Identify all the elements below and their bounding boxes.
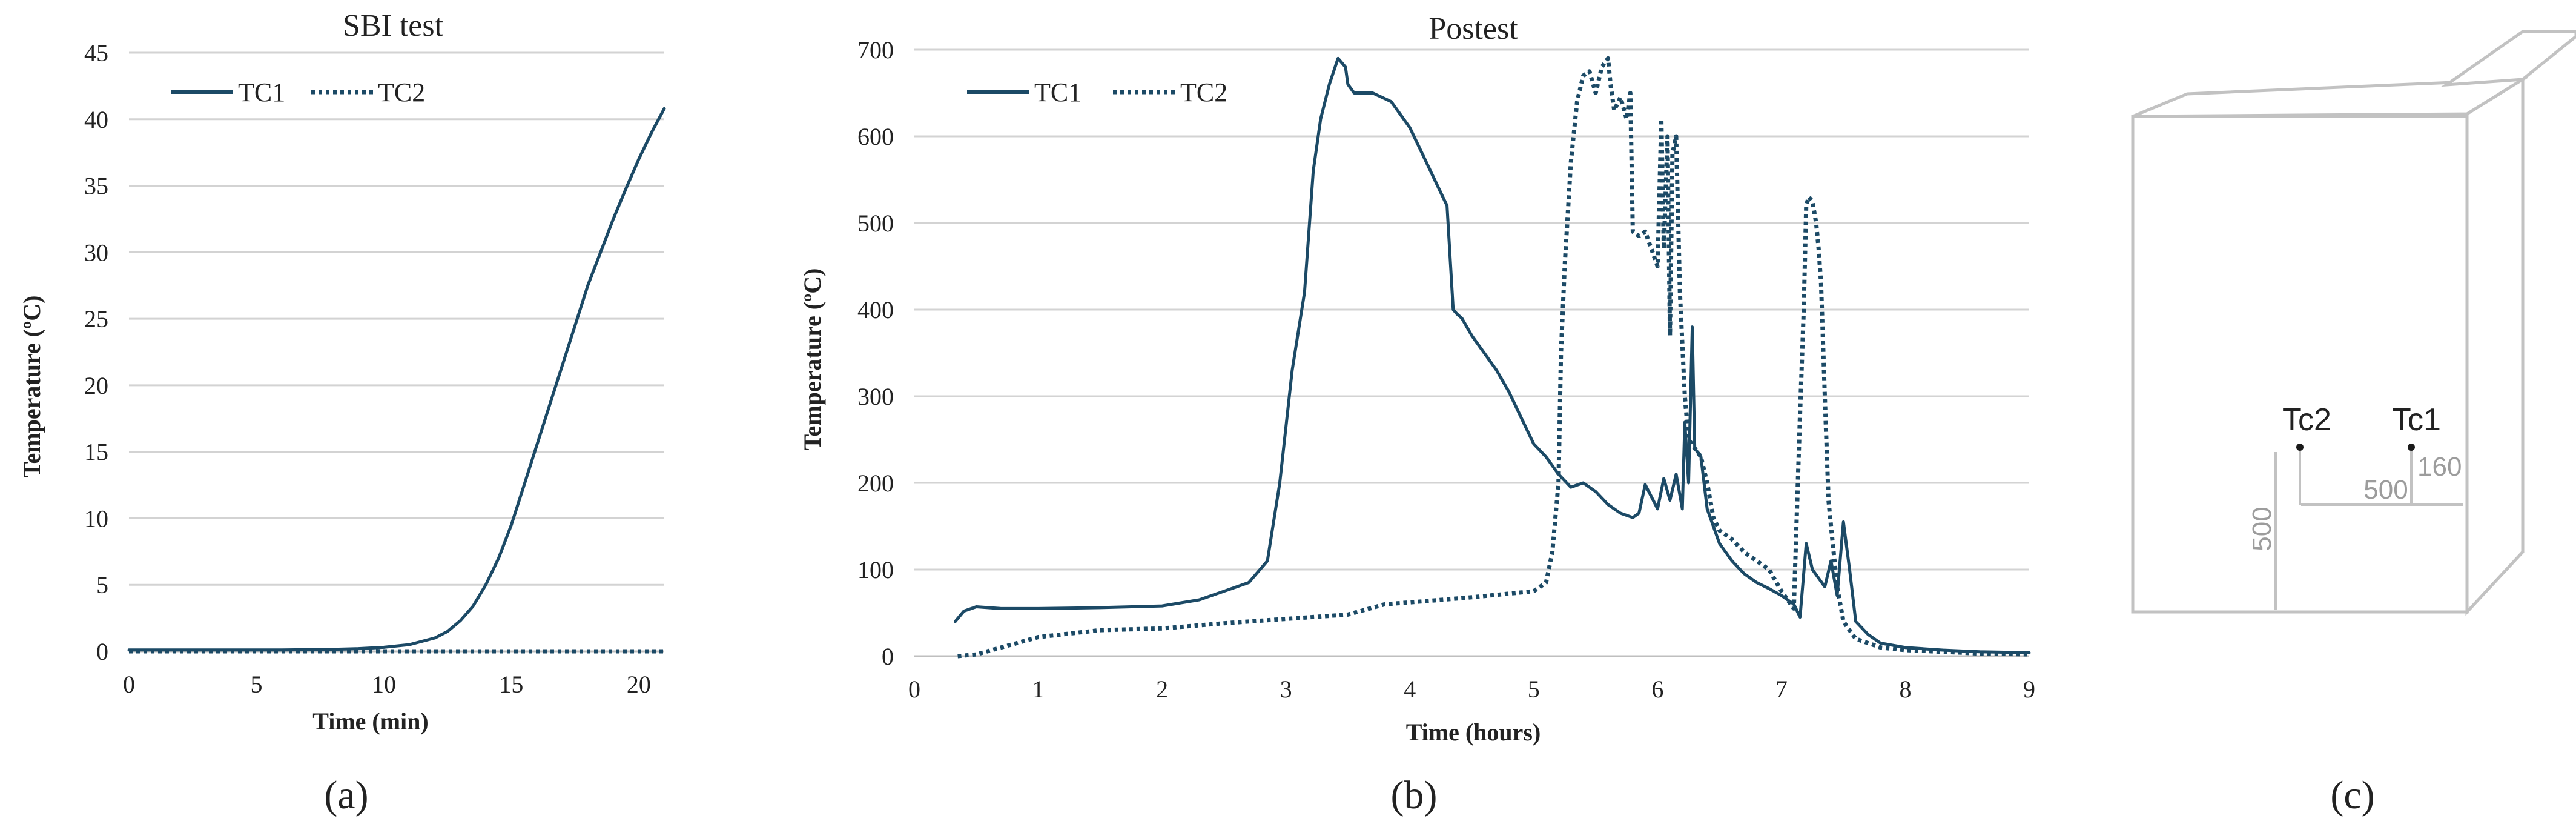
chart-b-gridlines: [914, 48, 2029, 657]
tc1-point: [2408, 444, 2415, 451]
chart-b-x-tick-label: 9: [2023, 676, 2035, 703]
chart-a-x-tick-label: 0: [123, 671, 135, 698]
dim-horizontal-label: 500: [2363, 475, 2408, 505]
chart-b-legend: TC1 TC2: [967, 78, 1227, 107]
chart-a-x-ticks: 0 5 10 15 20: [123, 671, 651, 698]
chart-b-y-tick-label: 0: [882, 643, 894, 670]
dim-vertical-label: 500: [2247, 507, 2277, 551]
tc2-label: Tc2: [2282, 402, 2331, 437]
chart-a-y-tick-label: 0: [96, 638, 108, 665]
chart-a-y-ticks: 0 5 10 15 20 25 30 35 40 45: [84, 39, 108, 665]
chart-a-sbi-test: SBI test 0 5 10 15 20 25 30 35 40 45 0 5 10 15 20 Tim…: [18, 8, 666, 817]
chart-b-y-tick-label: 200: [857, 470, 894, 497]
chart-b-postest: Postest 0 100 200 300 400 500 600 700 0 1 2 3 4 5 6 7 8…: [799, 12, 2035, 817]
chart-b-legend-tc2-label: TC2: [1180, 78, 1227, 107]
chart-b-x-tick-label: 1: [1032, 676, 1045, 703]
chart-b-y-tick-label: 600: [857, 123, 894, 150]
chart-b-y-tick-label: 400: [857, 296, 894, 324]
chart-b-x-tick-label: 7: [1775, 676, 1788, 703]
chart-a-y-tick-label: 30: [84, 239, 108, 266]
chart-a-y-tick-label: 25: [84, 305, 108, 333]
chart-a-y-tick-label: 40: [84, 106, 108, 133]
chart-a-x-tick-label: 20: [627, 671, 651, 698]
chart-b-x-tick-label: 4: [1404, 676, 1416, 703]
chart-a-series-tc1-line: [127, 107, 666, 652]
chart-b-x-tick-label: 8: [1899, 676, 1911, 703]
dim-offset-label: 160: [2417, 452, 2462, 482]
chart-b-series: [954, 56, 2031, 659]
chart-b-y-tick-label: 700: [857, 36, 894, 64]
chart-b-x-tick-label: 5: [1528, 676, 1540, 703]
chart-a-y-tick-label: 15: [84, 439, 108, 466]
wall-front-face: [2131, 115, 2469, 614]
chart-a-x-tick-label: 10: [372, 671, 396, 698]
wall-back-panel: [2441, 30, 2576, 87]
panel-label-b: (b): [1391, 773, 1438, 817]
chart-a-series: [127, 107, 666, 654]
chart-a-y-tick-label: 35: [84, 173, 108, 200]
chart-a-legend-tc1-label: TC1: [238, 78, 285, 107]
chart-b-y-tick-label: 100: [857, 556, 894, 583]
chart-b-series-tc2-line: [957, 56, 2030, 659]
chart-a-x-axis-label: Time (min): [312, 708, 428, 735]
chart-b-y-axis-label: Temperature (ºC): [799, 268, 826, 451]
tc2-point: [2296, 444, 2304, 451]
chart-b-title: Postest: [1428, 12, 1518, 46]
chart-b-x-ticks: 0 1 2 3 4 5 6 7 8 9: [908, 676, 2035, 703]
chart-a-legend-tc2-label: TC2: [378, 78, 425, 107]
chart-a-x-tick-label: 5: [250, 671, 262, 698]
panel-label-a: (a): [324, 773, 368, 817]
chart-b-y-ticks: 0 100 200 300 400 500 600 700: [857, 36, 894, 670]
chart-a-gridlines: [129, 51, 664, 653]
chart-b-x-tick-label: 2: [1156, 676, 1168, 703]
chart-a-title: SBI test: [343, 8, 444, 43]
chart-b-y-tick-label: 500: [857, 210, 894, 237]
chart-b-legend-tc1-label: TC1: [1034, 78, 1082, 107]
chart-a-y-tick-label: 5: [96, 571, 108, 599]
panel-label-c: (c): [2330, 773, 2374, 817]
chart-b-x-tick-label: 0: [908, 676, 920, 703]
wall-side-face: [2465, 76, 2525, 616]
chart-a-x-tick-label: 15: [499, 671, 523, 698]
thermocouple-layout-diagram: Tc2 Tc1 500 500 160 (c): [2131, 30, 2576, 817]
tc1-label: Tc1: [2392, 402, 2441, 437]
chart-a-legend: TC1 TC2: [171, 78, 425, 107]
chart-b-x-tick-label: 6: [1651, 676, 1663, 703]
chart-a-y-tick-label: 20: [84, 372, 108, 399]
chart-a-y-axis-label: Temperature (ºC): [18, 296, 45, 478]
chart-a-y-tick-label: 45: [84, 39, 108, 67]
chart-b-x-axis-label: Time (hours): [1406, 719, 1541, 746]
chart-b-series-tc1-line: [954, 56, 2031, 654]
chart-a-y-tick-label: 10: [84, 505, 108, 532]
chart-b-x-tick-label: 3: [1280, 676, 1292, 703]
chart-b-y-tick-label: 300: [857, 383, 894, 410]
